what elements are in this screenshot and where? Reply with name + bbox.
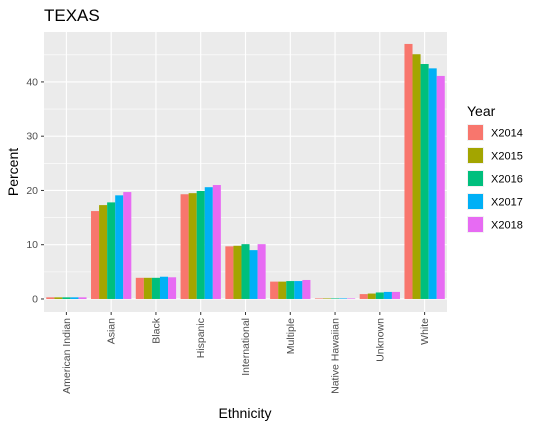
legend-label: X2018 bbox=[491, 220, 523, 232]
bar bbox=[123, 192, 132, 299]
x-tick-label: Multiple bbox=[285, 318, 297, 354]
y-tick-label: 0 bbox=[32, 293, 38, 305]
y-axis: 0 10 20 30 40 bbox=[26, 76, 44, 305]
bar bbox=[241, 244, 250, 299]
bar bbox=[367, 293, 376, 299]
bar bbox=[70, 297, 79, 299]
bar bbox=[78, 297, 87, 299]
legend-swatch bbox=[468, 194, 483, 209]
x-tick-label: American Indian bbox=[61, 318, 73, 394]
bar bbox=[62, 297, 71, 299]
bar bbox=[302, 279, 311, 299]
bar bbox=[225, 246, 234, 299]
y-tick-label: 20 bbox=[26, 185, 38, 197]
legend: Year X2014 X2015 X2016 X2017 X2018 bbox=[467, 103, 523, 233]
bar bbox=[391, 291, 400, 299]
bar bbox=[404, 43, 413, 299]
bar bbox=[212, 185, 221, 299]
x-tick-label: Unknown bbox=[374, 318, 386, 362]
x-tick-label: White bbox=[419, 318, 431, 345]
bar bbox=[359, 294, 368, 299]
bar bbox=[143, 277, 152, 299]
bar bbox=[339, 298, 348, 299]
bar bbox=[180, 194, 189, 299]
bar bbox=[159, 276, 169, 299]
bar bbox=[115, 195, 124, 299]
x-axis: American Indian Asian Black Hispanic Interna… bbox=[61, 312, 431, 394]
legend-label: X2015 bbox=[491, 151, 523, 163]
bar bbox=[135, 277, 144, 299]
bar bbox=[54, 297, 63, 299]
legend-label: X2016 bbox=[491, 174, 523, 186]
bar bbox=[91, 211, 100, 299]
bar bbox=[278, 281, 287, 299]
chart-title: TEXAS bbox=[44, 6, 100, 25]
bar bbox=[168, 277, 177, 299]
bar bbox=[383, 291, 392, 299]
bar bbox=[314, 298, 323, 299]
x-tick-label: Native Hawaiian bbox=[330, 318, 342, 394]
bar bbox=[196, 190, 205, 299]
bar bbox=[375, 292, 384, 299]
bar bbox=[322, 298, 332, 299]
bar bbox=[420, 64, 429, 299]
bar bbox=[188, 193, 197, 299]
legend-items: X2014 X2015 X2016 X2017 X2018 bbox=[467, 124, 523, 233]
bar bbox=[294, 281, 303, 299]
y-tick-label: 10 bbox=[26, 239, 38, 251]
bar bbox=[249, 250, 258, 299]
bar bbox=[107, 202, 116, 299]
legend-swatch bbox=[468, 217, 483, 232]
legend-swatch bbox=[468, 148, 483, 163]
bar bbox=[270, 281, 279, 299]
bar bbox=[436, 75, 445, 299]
bar bbox=[151, 277, 160, 299]
legend-label: X2017 bbox=[491, 197, 523, 209]
bar bbox=[233, 245, 242, 299]
bar bbox=[412, 54, 421, 299]
bars bbox=[46, 43, 445, 299]
bar bbox=[347, 298, 356, 299]
legend-swatch bbox=[468, 125, 483, 140]
x-tick-label: Asian bbox=[106, 318, 118, 344]
x-tick-label: International bbox=[240, 318, 252, 376]
bar bbox=[331, 298, 340, 299]
y-tick-label: 30 bbox=[26, 131, 38, 143]
x-tick-label: Black bbox=[150, 317, 162, 343]
x-tick-label: Hispanic bbox=[195, 318, 207, 358]
x-axis-title: Ethnicity bbox=[219, 405, 272, 421]
y-tick-label: 40 bbox=[26, 76, 38, 88]
legend-title: Year bbox=[467, 103, 496, 119]
legend-swatch bbox=[468, 171, 483, 186]
y-axis-title: Percent bbox=[5, 148, 21, 196]
bar bbox=[46, 297, 55, 299]
bar bbox=[204, 187, 213, 299]
bar bbox=[257, 244, 266, 299]
bar bbox=[99, 205, 108, 299]
bar bbox=[428, 68, 437, 299]
bar bbox=[286, 281, 295, 299]
legend-label: X2014 bbox=[491, 128, 523, 140]
